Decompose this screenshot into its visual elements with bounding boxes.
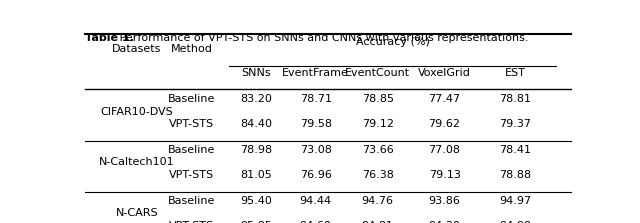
Text: EventCount: EventCount [345, 68, 410, 78]
Text: Baseline: Baseline [168, 196, 215, 206]
Text: 81.05: 81.05 [240, 170, 272, 180]
Text: 73.08: 73.08 [300, 145, 332, 155]
Text: 94.44: 94.44 [300, 196, 332, 206]
Text: 79.13: 79.13 [429, 170, 461, 180]
Text: 94.30: 94.30 [429, 221, 461, 223]
Text: VPT-STS: VPT-STS [169, 170, 214, 180]
Text: 79.12: 79.12 [362, 119, 394, 129]
Text: EventFrame: EventFrame [282, 68, 349, 78]
Text: 94.97: 94.97 [499, 196, 532, 206]
Text: N-CARS: N-CARS [116, 208, 158, 218]
Text: Datasets: Datasets [113, 44, 162, 54]
Text: 78.98: 78.98 [240, 145, 272, 155]
Text: 78.71: 78.71 [300, 94, 332, 104]
Text: SNNs: SNNs [241, 68, 271, 78]
Text: 83.20: 83.20 [240, 94, 272, 104]
Text: 95.85: 95.85 [240, 221, 272, 223]
Text: 76.96: 76.96 [300, 170, 332, 180]
Text: 94.81: 94.81 [362, 221, 394, 223]
Text: Performance of VPT-STS on SNNs and CNNs with various representations.: Performance of VPT-STS on SNNs and CNNs … [116, 33, 528, 43]
Text: 84.40: 84.40 [240, 119, 272, 129]
Text: 79.37: 79.37 [499, 119, 531, 129]
Text: 78.81: 78.81 [499, 94, 531, 104]
Text: Table 1.: Table 1. [85, 33, 134, 43]
Text: EST: EST [505, 68, 526, 78]
Text: Baseline: Baseline [168, 145, 215, 155]
Text: 78.88: 78.88 [499, 170, 532, 180]
Text: VPT-STS: VPT-STS [169, 119, 214, 129]
Text: Method: Method [171, 44, 212, 54]
Text: 79.58: 79.58 [300, 119, 332, 129]
Text: 79.62: 79.62 [429, 119, 461, 129]
Text: 78.41: 78.41 [499, 145, 531, 155]
Text: 77.08: 77.08 [429, 145, 461, 155]
Text: 76.38: 76.38 [362, 170, 394, 180]
Text: 94.76: 94.76 [362, 196, 394, 206]
Text: N-Caltech101: N-Caltech101 [99, 157, 175, 167]
Text: 77.47: 77.47 [429, 94, 461, 104]
Text: 94.99: 94.99 [499, 221, 532, 223]
Text: 95.40: 95.40 [240, 196, 272, 206]
Text: CIFAR10-DVS: CIFAR10-DVS [100, 107, 173, 117]
Text: 93.86: 93.86 [429, 196, 461, 206]
Text: 94.60: 94.60 [300, 221, 332, 223]
Text: 73.66: 73.66 [362, 145, 394, 155]
Text: Baseline: Baseline [168, 94, 215, 104]
Text: VoxelGrid: VoxelGrid [418, 68, 471, 78]
Text: VPT-STS: VPT-STS [169, 221, 214, 223]
Text: 78.85: 78.85 [362, 94, 394, 104]
Text: Accuracy (%): Accuracy (%) [356, 37, 429, 47]
